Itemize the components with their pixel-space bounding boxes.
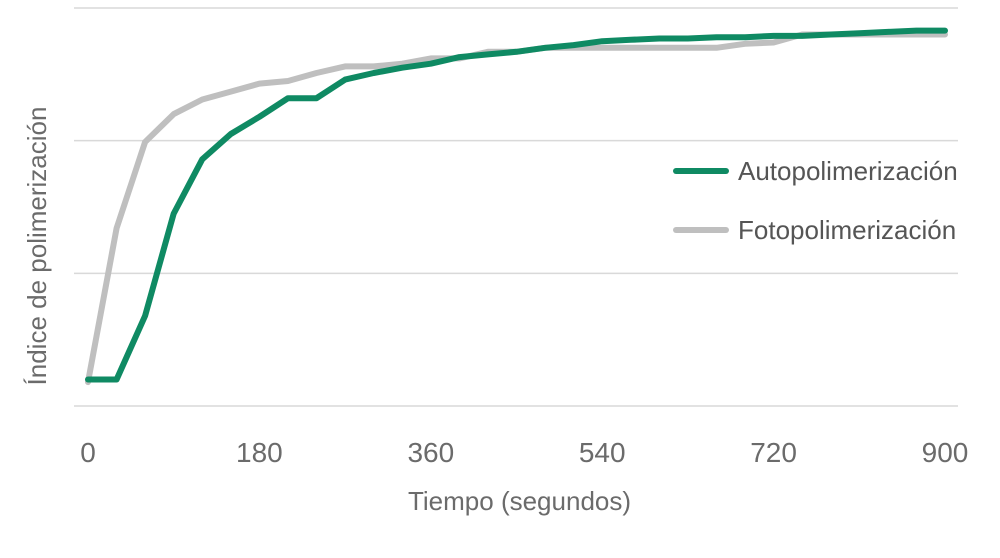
x-axis-ticks: 0 180 360 540 720 900 bbox=[80, 437, 968, 468]
series-line-0 bbox=[85, 27, 948, 383]
legend: Autopolimerización Fotopolimerización bbox=[673, 156, 958, 245]
x-tick-label: 540 bbox=[579, 437, 626, 468]
x-tick-label: 900 bbox=[922, 437, 969, 468]
x-axis-title: Tiempo (segundos) bbox=[408, 486, 631, 516]
series-lines bbox=[85, 27, 948, 386]
legend-item-0: Autopolimerización bbox=[673, 156, 958, 186]
gridlines bbox=[74, 7, 958, 407]
series-line-1 bbox=[85, 31, 948, 386]
x-tick-label: 720 bbox=[750, 437, 797, 468]
legend-item-1: Fotopolimerización bbox=[673, 215, 956, 245]
x-tick-label: 360 bbox=[407, 437, 454, 468]
legend-label: Autopolimerización bbox=[738, 156, 958, 186]
y-axis-title: Índice de polimerización bbox=[22, 107, 52, 386]
legend-label: Fotopolimerización bbox=[738, 215, 956, 245]
x-tick-label: 180 bbox=[236, 437, 283, 468]
x-tick-label: 0 bbox=[80, 437, 96, 468]
